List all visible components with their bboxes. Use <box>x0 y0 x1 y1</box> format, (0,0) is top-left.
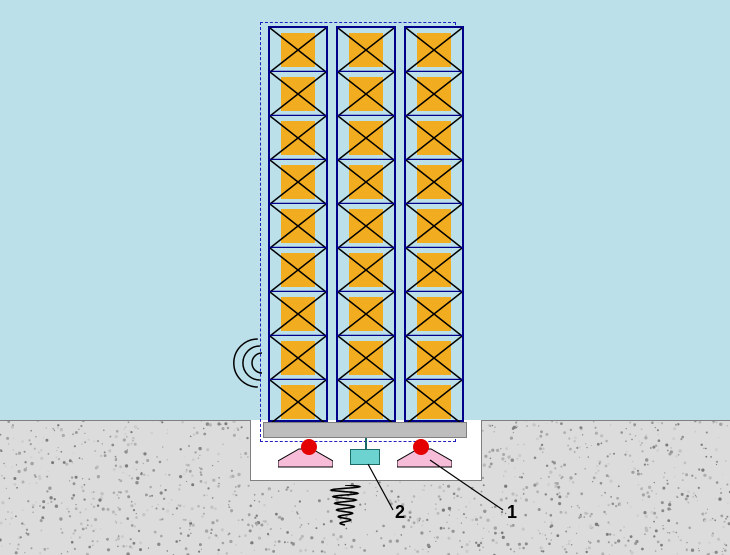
base-isolator <box>397 439 452 471</box>
floor-cell <box>406 336 462 380</box>
label-2: 2 <box>395 502 405 523</box>
floor-cell <box>406 160 462 204</box>
floor-cell <box>406 248 462 292</box>
building-column <box>404 26 464 422</box>
floor-cell <box>406 292 462 336</box>
label-1: 1 <box>507 502 517 523</box>
floor-cell <box>338 292 394 336</box>
floor-cell <box>338 116 394 160</box>
floor-cell <box>338 336 394 380</box>
damper-device <box>350 449 380 465</box>
floor-cell <box>270 292 326 336</box>
seismic-wave-icon <box>320 485 370 535</box>
floor-cell <box>270 336 326 380</box>
vibration-arcs-icon <box>225 338 265 388</box>
floor-cell <box>270 204 326 248</box>
floor-cell <box>338 380 394 424</box>
floor-cell <box>338 160 394 204</box>
building-column <box>336 26 396 422</box>
base-isolator <box>278 439 333 471</box>
floor-cell <box>270 160 326 204</box>
floor-cell <box>406 380 462 424</box>
floor-cell <box>406 28 462 72</box>
floor-cell <box>406 116 462 160</box>
floor-cell <box>270 116 326 160</box>
floor-cell <box>338 72 394 116</box>
floor-cell <box>270 72 326 116</box>
floor-cell <box>270 28 326 72</box>
floor-cell <box>270 380 326 424</box>
floor-cell <box>338 28 394 72</box>
diagram-canvas: 1 2 <box>0 0 730 555</box>
floor-cell <box>406 72 462 116</box>
floor-cell <box>270 248 326 292</box>
floor-cell <box>338 248 394 292</box>
building-column <box>268 26 328 422</box>
base-slab <box>263 422 467 438</box>
floor-cell <box>338 204 394 248</box>
building-structure <box>268 26 464 422</box>
floor-cell <box>406 204 462 248</box>
